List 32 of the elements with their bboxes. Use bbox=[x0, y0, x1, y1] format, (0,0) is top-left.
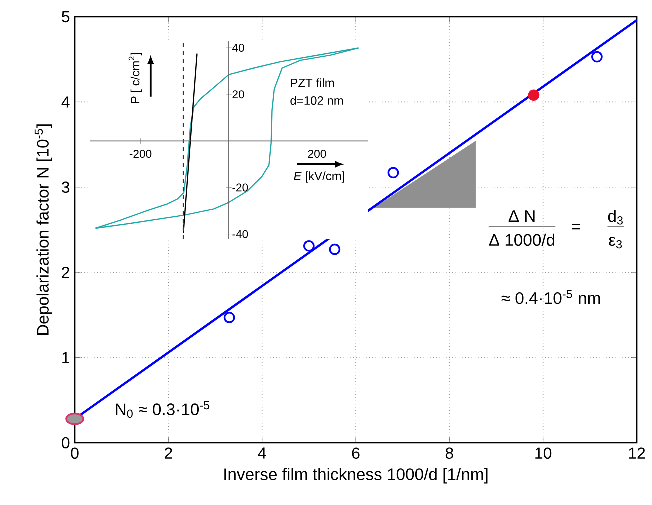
y-tick-label: -40 bbox=[232, 230, 248, 238]
x-tick-label: 4 bbox=[258, 448, 266, 459]
y-tick-label: 20 bbox=[232, 90, 244, 99]
x-tick-label: 0 bbox=[71, 448, 79, 460]
y-axis-title: Depolarization factor N [10$^{-5}$] bbox=[34, 124, 52, 336]
x-tick-label: -200 bbox=[130, 150, 152, 158]
annotation: PZT film bbox=[291, 78, 334, 88]
y-tick-label: 5 bbox=[62, 11, 70, 23]
y-tick-label: 0 bbox=[62, 437, 70, 449]
annotation: N$_{0}$ ≈ 0.3·10$^{-5}$ bbox=[116, 401, 210, 418]
x-tick-label: 10 bbox=[536, 448, 552, 460]
x-tick-label: 8 bbox=[446, 448, 454, 460]
y-tick-label: -20 bbox=[232, 184, 248, 192]
y-tick-label: 4 bbox=[62, 96, 70, 108]
annotation: d$_{3}$ bbox=[608, 210, 623, 225]
y-tick-label: 1 bbox=[62, 352, 70, 364]
x-tick-label: 200 bbox=[308, 150, 326, 158]
x-axis-title: E [kV/cm] bbox=[294, 172, 344, 183]
x-axis-title: Inverse film thickness 1000/d [1/nm] bbox=[224, 468, 488, 484]
y-tick-label: 2 bbox=[62, 267, 70, 278]
annotation: = bbox=[572, 224, 580, 230]
x-tick-label: 6 bbox=[352, 448, 360, 460]
y-tick-label: 3 bbox=[62, 182, 70, 194]
y-axis-title: P [ c/cm$^{2}$] bbox=[128, 53, 142, 104]
annotation: ε$_{3}$ bbox=[609, 236, 622, 249]
y-tick-label: 40 bbox=[232, 44, 244, 52]
annotation: Δ N bbox=[508, 210, 535, 222]
annotation: ≈ 0.4·10$^{-5}$ nm bbox=[502, 290, 600, 304]
x-tick-label: 12 bbox=[629, 448, 646, 459]
x-tick-label: 2 bbox=[165, 448, 172, 459]
annotation: d=102 nm bbox=[290, 96, 344, 106]
annotation: Δ 1000/d bbox=[489, 234, 555, 246]
